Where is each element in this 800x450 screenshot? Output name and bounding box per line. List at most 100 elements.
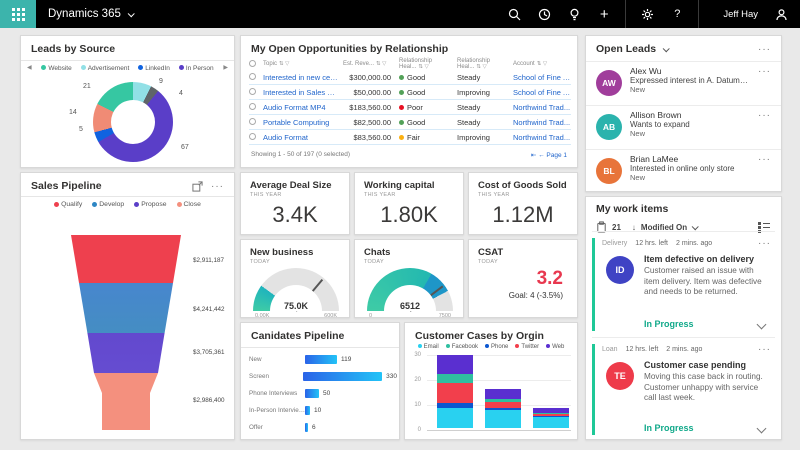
topic-link[interactable]: Audio Format MP4 bbox=[263, 103, 343, 112]
stacked-bar-2[interactable] bbox=[485, 389, 521, 428]
account-link[interactable]: School of Fine Art bbox=[513, 73, 571, 82]
expand-chevron-icon[interactable] bbox=[757, 319, 767, 329]
lead-name[interactable]: Brian LaMee bbox=[630, 154, 748, 164]
table-row[interactable]: Interested in Sales Prod... $50,000.00 G… bbox=[249, 85, 571, 100]
legend-item-web[interactable]: Web bbox=[546, 344, 564, 350]
work-item-title[interactable]: Customer case pending bbox=[644, 360, 767, 370]
column-topic[interactable]: Topic⇅ ▽ bbox=[263, 61, 343, 67]
table-row[interactable]: Audio Format $83,560.00 Fair Improving N… bbox=[249, 130, 571, 145]
insights-button[interactable] bbox=[559, 0, 589, 28]
account-link[interactable]: Northwind Trad... bbox=[513, 118, 571, 127]
column-account[interactable]: Account⇅ ▽ bbox=[513, 61, 571, 67]
column-rel-health-2[interactable]: Relationship Heal...⇅ ▽ bbox=[457, 58, 513, 70]
row-radio[interactable] bbox=[249, 103, 256, 110]
new-business-gauge[interactable]: 75.0K 0.00K 600K bbox=[253, 268, 339, 311]
row-radio[interactable] bbox=[249, 73, 256, 80]
work-item[interactable]: Delivery 12 hrs. left 2 mins. ago ··· ID… bbox=[592, 231, 775, 335]
table-row[interactable]: Interested in new cell p... $300,000.00 … bbox=[249, 70, 571, 85]
app-title-dropdown[interactable]: Dynamics 365 bbox=[48, 8, 133, 20]
app-launcher-button[interactable] bbox=[0, 0, 36, 28]
user-name[interactable]: Jeff Hay bbox=[723, 9, 758, 20]
segment-email bbox=[437, 408, 473, 428]
kpi-period: THIS YEAR bbox=[241, 191, 349, 199]
legend-item-phone[interactable]: Phone bbox=[485, 344, 508, 350]
expand-chevron-icon[interactable] bbox=[757, 423, 767, 433]
lead-item[interactable]: BL Brian LaMee Interested in online only… bbox=[586, 149, 781, 193]
legend-item-facebook[interactable]: Facebook bbox=[446, 344, 478, 350]
lead-item[interactable]: AB Allison Brown Wants to expand New ··· bbox=[586, 105, 781, 149]
close-dot-icon bbox=[177, 202, 182, 207]
top-navbar: Dynamics 365 + ? Jeff Hay bbox=[0, 0, 800, 28]
leads-donut-chart[interactable] bbox=[93, 82, 173, 162]
lead-item-menu[interactable]: ··· bbox=[758, 154, 771, 165]
quick-create-button[interactable]: + bbox=[589, 0, 619, 28]
bar-row[interactable]: New 119 bbox=[249, 351, 397, 367]
lead-item-menu[interactable]: ··· bbox=[758, 110, 771, 121]
legend-item-in-person[interactable]: In Person bbox=[179, 65, 214, 72]
table-row[interactable]: Audio Format MP4 $183,560.00 Poor Steady… bbox=[249, 100, 571, 115]
legend-item-advertisement[interactable]: Advertisement bbox=[81, 65, 130, 72]
legend-item-website[interactable]: Website bbox=[41, 65, 71, 72]
row-radio[interactable] bbox=[249, 88, 256, 95]
lead-item[interactable]: AW Alex Wu Expressed interest in A. Datu… bbox=[586, 61, 781, 105]
column-rel-health-1[interactable]: Relationship Heal...⇅ ▽ bbox=[399, 58, 457, 70]
help-button[interactable]: ? bbox=[662, 0, 692, 28]
select-all-radio[interactable] bbox=[249, 60, 263, 69]
settings-button[interactable] bbox=[632, 0, 662, 28]
search-button[interactable] bbox=[499, 0, 529, 28]
stacked-bar-1[interactable] bbox=[437, 354, 473, 428]
kpi-value: 3.4K bbox=[241, 202, 349, 228]
bar-row[interactable]: In-Person Interviews 10 bbox=[249, 402, 397, 418]
bar-row[interactable]: Offer 6 bbox=[249, 419, 397, 435]
legend-prev-icon[interactable]: ◀ bbox=[27, 64, 32, 71]
work-item-menu[interactable]: ··· bbox=[758, 238, 771, 249]
account-link[interactable]: Northwind Trad... bbox=[513, 133, 571, 142]
lead-name[interactable]: Alex Wu bbox=[630, 66, 748, 76]
expand-icon[interactable] bbox=[192, 181, 203, 192]
work-item[interactable]: Loan 12 hrs. left 2 mins. ago ··· TE Cus… bbox=[592, 337, 775, 439]
chats-gauge[interactable]: 6512 0 7500 bbox=[367, 268, 453, 311]
legend-item-close[interactable]: Close bbox=[177, 201, 201, 208]
table-row[interactable]: Portable Computing $82,500.00 Good Stead… bbox=[249, 115, 571, 130]
pagination[interactable]: ⇤ ← Page 1 bbox=[531, 151, 567, 159]
topic-link[interactable]: Audio Format bbox=[263, 133, 343, 142]
bar-row[interactable]: Screen 330 bbox=[249, 368, 397, 384]
topic-link[interactable]: Interested in Sales Prod... bbox=[263, 88, 343, 97]
work-item-body: Moving this case back in routing. Custom… bbox=[644, 372, 767, 404]
stacked-bar-3[interactable] bbox=[533, 408, 569, 429]
row-radio[interactable] bbox=[249, 133, 256, 140]
trend-cell: Steady bbox=[457, 103, 513, 112]
account-link[interactable]: Northwind Trad... bbox=[513, 103, 571, 112]
work-item-updated: 2 mins. ago bbox=[676, 240, 712, 247]
legend-item-twitter[interactable]: Twitter bbox=[515, 344, 539, 350]
legend-item-propose[interactable]: Propose bbox=[134, 201, 166, 208]
chevron-down-icon[interactable] bbox=[663, 45, 670, 52]
open-leads-menu[interactable]: ··· bbox=[758, 44, 771, 55]
topic-link[interactable]: Interested in new cell p... bbox=[263, 73, 343, 82]
recent-activity-button[interactable] bbox=[529, 0, 559, 28]
legend-item-develop[interactable]: Develop bbox=[92, 201, 124, 208]
work-item-title[interactable]: Item defective on delivery bbox=[644, 254, 767, 264]
work-item-menu[interactable]: ··· bbox=[758, 344, 771, 355]
table-header-row: Topic⇅ ▽ Est. Reve...⇅ ▽ Relationship He… bbox=[249, 58, 571, 70]
lead-name[interactable]: Allison Brown bbox=[630, 110, 748, 120]
column-est-revenue[interactable]: Est. Reve...⇅ ▽ bbox=[343, 61, 399, 67]
legend-next-icon[interactable]: ▶ bbox=[223, 64, 228, 71]
bar-in-person-interviews bbox=[305, 406, 310, 415]
account-link[interactable]: School of Fine Art bbox=[513, 88, 571, 97]
pipeline-legend: Qualify Develop Propose Close bbox=[21, 201, 234, 208]
legend-item-linkedin[interactable]: LinkedIn bbox=[138, 65, 170, 72]
legend-item-qualify[interactable]: Qualify bbox=[54, 201, 82, 208]
funnel-chart[interactable] bbox=[61, 235, 191, 430]
lead-item-menu[interactable]: ··· bbox=[758, 66, 771, 77]
health-cell: Good bbox=[399, 88, 457, 97]
gauge-min: 0 bbox=[369, 313, 372, 319]
work-item-status[interactable]: In Progress bbox=[644, 423, 694, 433]
row-radio[interactable] bbox=[249, 118, 256, 125]
bar-row[interactable]: Phone Interviews 50 bbox=[249, 385, 397, 401]
sales-pipeline-menu[interactable]: ··· bbox=[211, 181, 224, 192]
work-item-status[interactable]: In Progress bbox=[644, 319, 694, 329]
legend-item-email[interactable]: Email bbox=[418, 344, 439, 350]
user-menu-button[interactable] bbox=[766, 0, 796, 28]
topic-link[interactable]: Portable Computing bbox=[263, 118, 343, 127]
